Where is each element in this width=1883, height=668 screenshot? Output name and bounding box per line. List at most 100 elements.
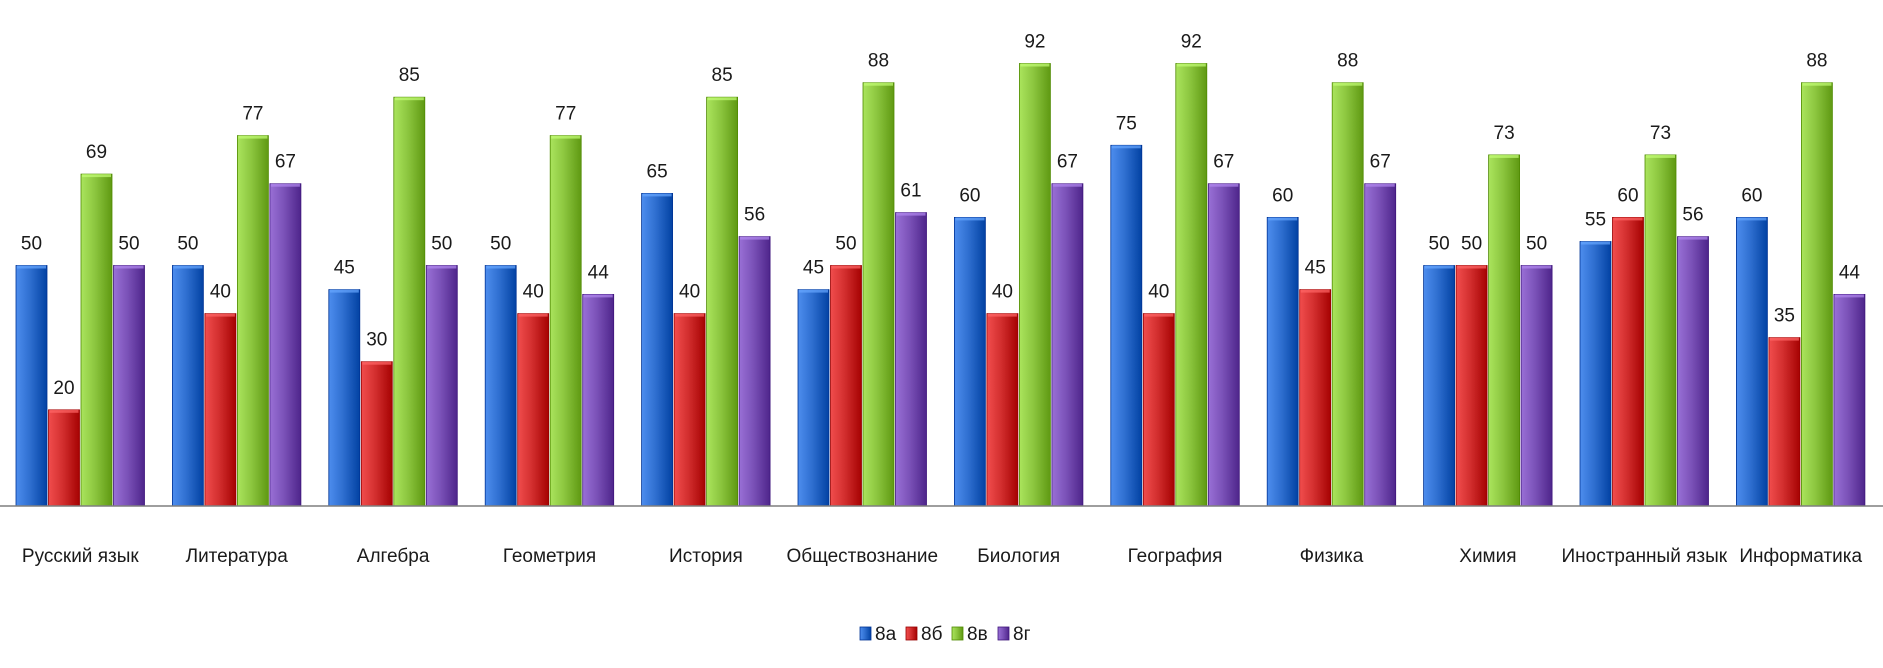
legend-swatch [997,626,1010,641]
data-label: 67 [1057,152,1078,173]
bar-highlight [270,183,300,187]
x-tick-label: Химия [1459,546,1516,567]
bar [830,265,862,507]
bar-highlight [1144,313,1174,317]
bar-highlight [675,313,705,317]
bar-highlight [114,265,144,269]
bar-highlight [955,217,985,221]
bar [1612,216,1644,507]
bar-highlight [1737,217,1767,221]
bar-highlight [1581,241,1610,245]
data-label: 50 [431,234,452,255]
bar-highlight [82,174,111,178]
data-label: 67 [275,152,296,173]
bar [1677,236,1709,507]
data-label: 50 [490,234,511,255]
bar [171,265,204,507]
bar [80,173,113,507]
data-label: 69 [86,142,107,163]
bar [1579,241,1612,507]
bar-highlight [864,82,893,86]
bar-highlight [1333,82,1363,86]
bar [113,265,145,507]
bar-highlight [486,265,516,269]
bar [986,313,1019,507]
bar-highlight [205,313,235,317]
data-label: 40 [679,282,700,303]
data-label: 88 [868,51,889,72]
bar-highlight [551,135,581,139]
data-label: 92 [1024,32,1045,53]
data-label: 55 [1585,210,1606,231]
bar [895,212,927,507]
data-label: 20 [53,378,74,399]
legend: 8а 8б 8в 8г [859,624,1031,645]
x-tick-label: Биология [977,546,1060,567]
bar-highlight [17,265,46,269]
data-label: 60 [1741,185,1762,206]
bar [1736,216,1768,507]
bar-highlight [329,289,359,293]
data-label: 44 [588,262,610,283]
x-tick-labels: Русский язык Литература Алгебра Геометрия Ис… [22,546,1863,567]
data-label: 75 [1116,113,1137,134]
data-label: 50 [118,234,139,255]
bar [393,96,426,507]
bar [484,265,517,507]
data-label: 50 [1461,234,1482,255]
legend-swatch [859,626,872,641]
bar [549,135,582,507]
x-tick-label: Геометрия [503,546,596,567]
bar [1019,63,1051,507]
x-tick-label: Иностранный язык [1562,546,1728,567]
bar-highlight [707,97,737,101]
data-label: 45 [334,258,355,279]
bar-highlight [1209,183,1239,187]
bar [738,236,771,507]
data-label: 50 [177,234,198,255]
bar [204,313,237,507]
data-label: 45 [803,258,824,279]
bar-highlight [1020,63,1050,67]
data-label: 85 [399,65,420,86]
legend-label: 8б [921,624,943,645]
bar [1423,265,1455,507]
data-label: 85 [712,65,733,86]
data-label: 50 [835,234,856,255]
data-label: 56 [744,205,765,226]
data-label: 60 [959,185,980,206]
data-label: 67 [1370,152,1391,173]
bar-highlight [518,313,548,317]
bar [517,313,550,507]
bar [1768,337,1801,507]
bar-highlight [238,135,268,139]
data-label: 45 [1305,258,1326,279]
data-label: 60 [1272,185,1293,206]
x-tick-label: География [1128,546,1223,567]
data-labels-layer: 50 20 69 50 50 40 77 67 45 30 85 50 50 40 77 44 65 40 85 56… [21,32,1860,399]
legend-swatch [951,626,964,641]
x-tick-label: Литература [186,546,289,567]
bar [582,293,615,507]
bar-highlight [1052,183,1082,187]
bar-highlight [362,361,392,365]
bar [1833,293,1866,507]
data-label: 60 [1617,185,1638,206]
bar-highlight [1111,145,1141,149]
x-tick-label: Обществознание [787,546,939,567]
bar-highlight [1769,337,1799,341]
data-label: 40 [992,282,1013,303]
bar-highlight [173,265,203,269]
data-label: 40 [210,282,231,303]
x-tick-label: Русский язык [22,546,139,567]
bar [673,313,706,507]
bar [1051,183,1084,507]
data-label: 30 [366,330,387,351]
data-label: 35 [1774,306,1795,327]
bar [1266,216,1299,507]
bar [269,183,302,507]
bar-highlight [831,265,861,269]
legend-label: 8г [1013,624,1031,645]
data-label: 73 [1650,123,1671,144]
